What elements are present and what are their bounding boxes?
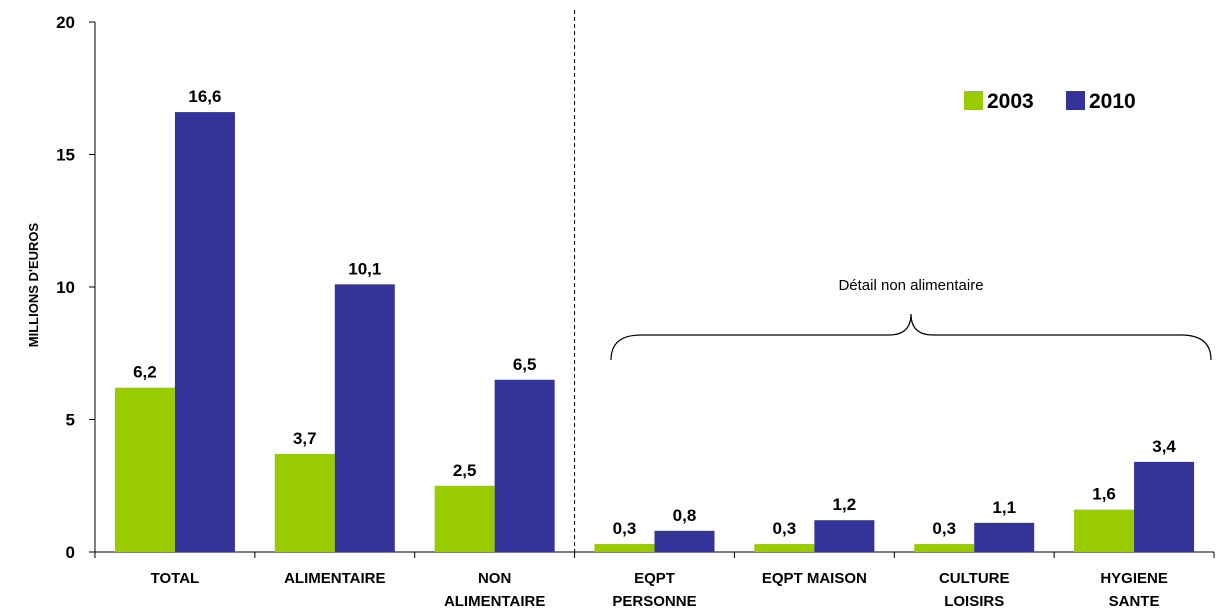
category-label: EQPT MAISON (762, 570, 867, 587)
bar-2003 (274, 453, 335, 552)
category-label: TOTAL (151, 570, 200, 587)
legend-label-2003: 2003 (987, 90, 1034, 113)
data-label: 10,1 (348, 259, 381, 278)
legend-swatch-2003 (964, 91, 983, 110)
category-label: NON (478, 570, 511, 587)
category-label: CULTURE (939, 570, 1010, 587)
category-labels: TOTAL ALIMENTAIRE NON ALIMENTAIRE EQPT PERSON… (151, 570, 1168, 610)
bars (114, 112, 1195, 552)
axes (94, 22, 1215, 558)
brace-annotation (610, 313, 1212, 361)
legend: 2003 2010 (964, 90, 1136, 113)
data-labels: 6,2 3,7 2,5 0,3 0,3 0,3 1,6 16,6 10,1 6,5 0,8 1,2 1,… (133, 87, 1176, 538)
bar-2003 (114, 387, 175, 552)
legend-swatch-2010 (1066, 91, 1085, 110)
data-label: 1,2 (833, 495, 857, 514)
y-tick-label: 10 (56, 278, 75, 297)
data-label: 0,3 (932, 519, 956, 538)
data-label: 1,1 (992, 498, 1016, 517)
y-tick-label: 15 (56, 146, 75, 165)
data-label: 0,8 (673, 506, 697, 525)
category-label: LOISIRS (944, 593, 1004, 610)
y-tick-label: 5 (66, 411, 75, 430)
data-label: 3,7 (293, 429, 317, 448)
bar-2003 (1074, 509, 1135, 552)
bar-2010 (494, 379, 555, 552)
data-label: 0,3 (613, 519, 637, 538)
category-label: SANTE (1109, 593, 1160, 610)
bar-2010 (174, 112, 235, 552)
category-label: ALIMENTAIRE (284, 570, 385, 587)
data-label: 1,6 (1092, 485, 1116, 504)
bar-2010 (1134, 461, 1195, 552)
category-label: EQPT (634, 570, 675, 587)
bar-2010 (814, 520, 875, 552)
data-label: 6,5 (513, 355, 537, 374)
category-label: PERSONNE (612, 593, 696, 610)
category-label: HYGIENE (1100, 570, 1168, 587)
data-label: 2,5 (453, 461, 477, 480)
bar-2003 (914, 544, 975, 552)
y-axis-label: MILLIONS D'EUROS (26, 222, 41, 347)
data-label: 16,6 (188, 87, 221, 106)
data-label: 0,3 (773, 519, 797, 538)
bar-2003 (754, 544, 815, 552)
bar-2010 (974, 522, 1035, 552)
bar-2010 (334, 284, 395, 552)
data-label: 3,4 (1152, 437, 1176, 456)
y-ticks: 0 5 10 15 20 (56, 13, 95, 562)
y-tick-label: 20 (56, 13, 75, 32)
bar-2010 (654, 530, 715, 552)
bar-2003 (594, 544, 655, 552)
data-label: 6,2 (133, 363, 157, 382)
y-tick-label: 0 (66, 543, 75, 562)
category-label: ALIMENTAIRE (444, 593, 545, 610)
annotation-text: Détail non alimentaire (838, 277, 983, 294)
legend-label-2010: 2010 (1089, 90, 1136, 113)
bar-2003 (434, 485, 495, 552)
